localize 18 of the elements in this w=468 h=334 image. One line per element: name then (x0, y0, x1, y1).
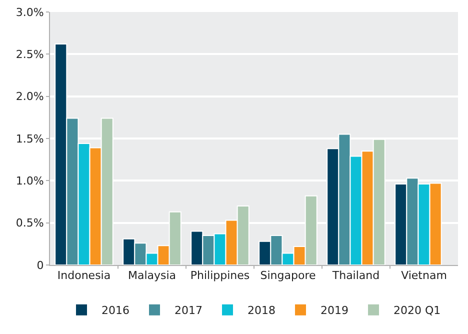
x-tick-label: Philippines (190, 269, 250, 282)
legend-label: 2019 (320, 304, 348, 318)
y-tick-label: 0 (36, 258, 44, 272)
x-tick-label: Thailand (331, 269, 380, 282)
y-tick-label: 3.0% (16, 6, 44, 19)
y-tick-label: 1.5% (16, 132, 44, 146)
legend-label: 2020 Q1 (394, 304, 441, 318)
y-tick-label: 1.0% (16, 174, 44, 188)
legend-label: 2016 (102, 304, 130, 318)
x-tick-label: Malaysia (128, 269, 176, 282)
y-tick-label: 0.5% (16, 216, 44, 230)
x-tick-label: Singapore (260, 269, 316, 282)
y-tick-label: 2.5% (16, 48, 44, 62)
x-tick-label: Vietnam (401, 269, 447, 282)
x-tick-label: Indonesia (57, 269, 111, 282)
legend-label: 2018 (248, 304, 276, 318)
legend-label: 2017 (174, 304, 202, 318)
y-tick-label: 2.0% (16, 90, 44, 104)
